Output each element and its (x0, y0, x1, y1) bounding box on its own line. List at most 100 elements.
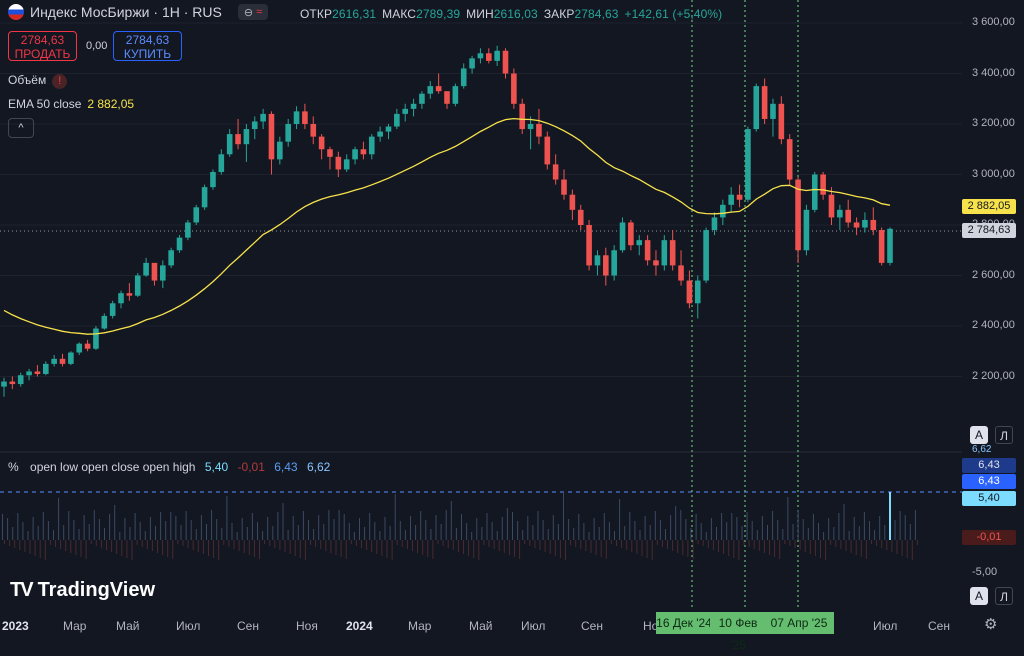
indicator-bar (478, 540, 480, 560)
candle (143, 257, 149, 277)
indicator-bar (75, 540, 77, 555)
indicator-bar (512, 512, 513, 540)
candle (193, 204, 200, 225)
indicator-bar (654, 511, 656, 540)
candle (736, 184, 743, 208)
tradingview-logo[interactable]: TV TradingView (10, 579, 155, 602)
time-axis-label: Ноя (296, 619, 318, 633)
indicator-bar (233, 540, 235, 549)
indicator-bar (588, 532, 590, 540)
symbol-header[interactable]: Индекс МосБиржи · 1H · RUS ⊖ ≈ (8, 4, 269, 20)
candle (134, 272, 141, 297)
indicator-bar (175, 516, 177, 540)
volume-legend[interactable]: Объём! (8, 73, 68, 89)
candle (402, 103, 409, 122)
indicator-bar (858, 526, 860, 540)
candle (1, 377, 7, 397)
time-axis-label: Июл (176, 619, 201, 633)
indicator-bar (415, 525, 417, 540)
indicator-bar (503, 540, 505, 553)
indicator-bar (323, 524, 325, 540)
indicator-bar (442, 540, 444, 546)
indicator-bar (192, 540, 194, 550)
buy-label: КУПИТЬ (123, 47, 172, 61)
indicator-legend[interactable]: % open low open close open high 5,40 -0,… (8, 460, 330, 474)
time-axis-label: 2024 (346, 619, 373, 633)
price-axis-label: 3 000,00 (972, 167, 1015, 180)
indicator-bar (767, 525, 768, 540)
indicator-bar (386, 540, 388, 558)
indicator-bar (825, 540, 827, 560)
price-axis-label: 2 600,00 (972, 268, 1015, 281)
candle (460, 63, 467, 89)
indicator-bar (656, 540, 658, 545)
price-axis-label: 2 200,00 (972, 369, 1015, 382)
candle (761, 78, 768, 124)
indicator-bar (93, 510, 95, 540)
indicator-bar (782, 529, 784, 540)
indicator-bar (838, 513, 840, 540)
indicator-bar (294, 540, 296, 556)
indicator-bar (39, 540, 41, 558)
auto-scale-button[interactable]: А (970, 426, 988, 444)
indicator-bar (7, 518, 9, 540)
indicator-bar (88, 524, 90, 540)
buy-button[interactable]: 2784,63 КУПИТЬ (113, 31, 182, 61)
indicator-bar (578, 514, 580, 540)
indicator-bar (756, 530, 758, 540)
collapse-legend-button[interactable]: ^ (8, 118, 34, 138)
indicator-bar (787, 497, 789, 540)
indicator-bar (83, 515, 85, 540)
candle (603, 247, 609, 286)
indicator-bar (149, 517, 151, 540)
indicator-bar (471, 532, 473, 540)
log-scale-button[interactable]: Л (995, 426, 1013, 444)
indicator-bar (583, 523, 585, 540)
indicator-log-scale-button[interactable]: Л (995, 587, 1013, 605)
indicator-bar (610, 540, 612, 544)
indicator-bar (206, 524, 207, 540)
indicator-bar (763, 540, 765, 553)
indicator-bar (165, 521, 167, 540)
indicator-bar (605, 540, 607, 559)
indicator-bar (690, 528, 692, 540)
indicator-bar (626, 540, 628, 550)
indicator-bar (629, 512, 631, 540)
indicator-bar (202, 540, 204, 554)
indicator-bar (496, 531, 498, 540)
indicator-bar (430, 529, 432, 540)
indicator-bar (649, 525, 651, 540)
indicator-bar (106, 540, 107, 550)
ohlc-change: +142,61 (+5,40%) (624, 7, 723, 21)
indicator-bar (911, 540, 913, 560)
indicator-bar (557, 524, 559, 540)
indicator-bar (226, 496, 228, 540)
candle (101, 313, 108, 330)
indicator-auto-scale-button[interactable]: А (970, 587, 988, 605)
indicator-bar (692, 540, 694, 559)
indicator-bar (559, 540, 561, 558)
visibility-pill[interactable]: ⊖ ≈ (237, 4, 269, 20)
indicator-bar (389, 526, 391, 540)
indicator-bar (447, 540, 449, 548)
indicator-bar (90, 540, 92, 544)
candle (84, 339, 91, 352)
ema-legend[interactable]: EMA 50 close 2 882,05 (8, 97, 134, 111)
indicator-bar (702, 540, 704, 546)
indicator-bar (733, 540, 735, 558)
indicator-bar (228, 540, 230, 547)
candle (837, 204, 843, 231)
warning-icon[interactable]: ! (52, 74, 68, 89)
indicator-bar (221, 528, 223, 540)
indicator-bar (830, 540, 832, 545)
indicator-bar (243, 540, 245, 553)
indicator-bar (376, 540, 378, 554)
indicator-bar (404, 530, 406, 540)
settings-gear-icon[interactable]: ⚙ (984, 616, 998, 633)
indicator-bar (774, 540, 776, 557)
indicator-bar (302, 511, 304, 540)
indicator-bar (682, 540, 684, 555)
sell-button[interactable]: 2784,63 ПРОДАТЬ (8, 31, 77, 61)
indicator-bar (517, 521, 519, 540)
